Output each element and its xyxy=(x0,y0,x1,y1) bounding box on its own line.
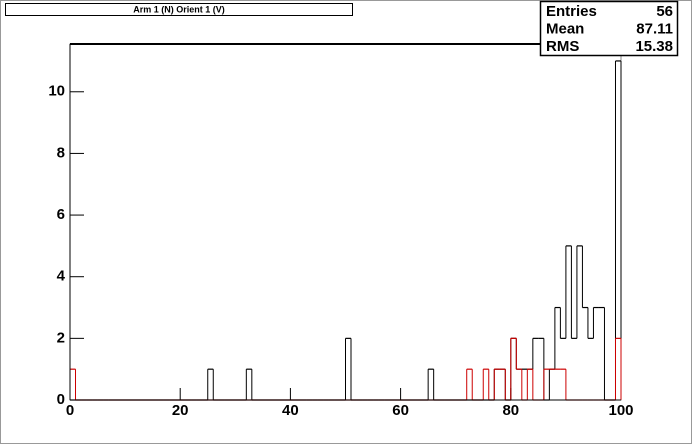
x-tick-label: 60 xyxy=(392,402,409,419)
stat-label: Entries xyxy=(546,3,597,20)
y-tick-label: 10 xyxy=(48,83,65,100)
stat-label: Mean xyxy=(546,20,584,37)
stat-value: 15.38 xyxy=(635,38,673,55)
stat-value: 56 xyxy=(656,3,673,20)
y-tick-label: 0 xyxy=(57,391,65,408)
y-tick-label: 6 xyxy=(57,206,65,223)
stat-value: 87.11 xyxy=(636,20,673,37)
stats-box xyxy=(539,0,679,57)
x-tick-label: 20 xyxy=(172,402,189,419)
title-box xyxy=(5,3,353,16)
y-tick-label: 4 xyxy=(57,268,66,285)
x-tick-label: 0 xyxy=(66,402,74,419)
chart-title: Arm 1 (N) Orient 1 (V) xyxy=(133,4,225,14)
y-tick-label: 8 xyxy=(57,144,65,161)
x-tick-label: 80 xyxy=(502,402,519,419)
x-tick-label: 100 xyxy=(608,402,633,419)
stat-label: RMS xyxy=(546,38,579,55)
y-tick-label: 2 xyxy=(57,329,65,346)
x-tick-label: 40 xyxy=(282,402,299,419)
